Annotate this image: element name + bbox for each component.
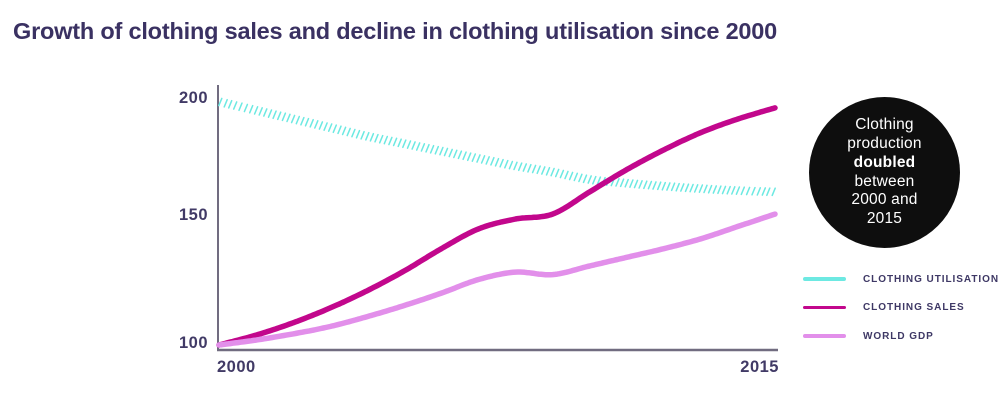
legend-swatch-clothing-utilisation [803, 277, 846, 281]
y-axis-tick-100: 100 [178, 334, 208, 352]
legend-swatch-clothing-sales [803, 305, 846, 310]
y-axis-tick-150: 150 [178, 206, 208, 224]
legend-label-clothing-utilisation: CLOTHING UTILISATION [863, 273, 1000, 285]
badge-text-line-emphasis: doubled [853, 153, 916, 171]
chart-legend: CLOTHING UTILISATION CLOTHING SALES WORL… [803, 272, 1003, 343]
series-clothing-sales-line [216, 105, 778, 348]
series-clothing-utilisation-line [218, 97, 776, 197]
x-axis-tick-2000: 2000 [217, 358, 256, 376]
x-axis-tick-2015: 2015 [740, 358, 779, 376]
badge-text-line: 2000 and [851, 191, 918, 209]
badge-text-line: production [847, 134, 922, 152]
badge-text-line: Clothing [855, 116, 914, 134]
legend-item-world-gdp: WORLD GDP [803, 329, 1003, 343]
legend-item-clothing-sales: CLOTHING SALES [803, 301, 1003, 315]
series-world-gdp-line [216, 211, 778, 348]
page-title: Growth of clothing sales and decline in … [13, 18, 778, 44]
legend-swatch-world-gdp [803, 334, 846, 338]
legend-item-clothing-utilisation: CLOTHING UTILISATION [803, 272, 1003, 286]
badge-text-line: between [854, 172, 915, 190]
y-axis-tick-200: 200 [178, 89, 208, 107]
callout-badge: Clothing production doubled between 2000… [809, 97, 960, 248]
legend-label-clothing-sales: CLOTHING SALES [863, 302, 965, 313]
badge-text-line: 2015 [866, 210, 903, 228]
legend-label-world-gdp: WORLD GDP [863, 330, 934, 342]
